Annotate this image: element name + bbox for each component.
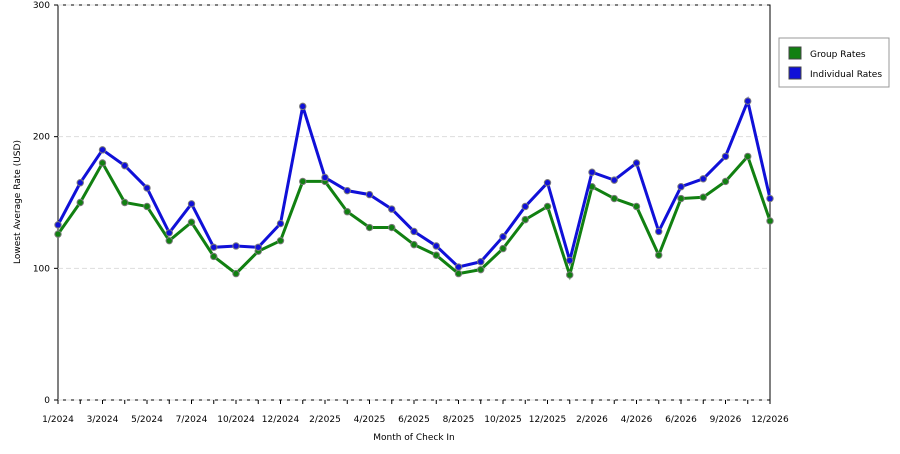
data-point — [699, 175, 707, 183]
x-tick-label: 9/2026 — [710, 415, 742, 425]
data-point — [187, 218, 196, 226]
data-point — [410, 227, 418, 236]
data-point — [388, 223, 396, 232]
data-point — [143, 202, 151, 211]
data-point — [566, 271, 574, 279]
data-point — [343, 208, 351, 216]
data-point — [76, 179, 84, 187]
data-point — [744, 97, 752, 105]
data-point — [187, 200, 196, 208]
data-point — [121, 161, 129, 170]
data-point — [721, 152, 730, 161]
data-point — [210, 252, 218, 261]
y-tick-label: 300 — [33, 1, 50, 11]
data-point — [365, 190, 374, 199]
data-point — [610, 176, 618, 184]
y-tick-label: 0 — [44, 396, 50, 406]
data-point — [98, 146, 107, 154]
x-tick-label: 8/2025 — [443, 415, 475, 425]
data-point — [165, 229, 173, 237]
data-point — [410, 240, 418, 249]
x-tick-label: 3/2024 — [87, 415, 119, 425]
legend-swatch — [788, 66, 802, 80]
data-point — [588, 168, 596, 176]
legend-swatch — [788, 46, 802, 60]
data-point — [499, 233, 507, 241]
data-point — [388, 205, 396, 213]
x-tick-label: 6/2026 — [665, 415, 697, 425]
data-point — [276, 219, 285, 228]
data-point — [521, 202, 529, 211]
data-point — [477, 258, 485, 266]
data-point — [543, 179, 552, 187]
x-tick-label: 10/2024 — [217, 415, 255, 425]
y-axis-label: Lowest Average Rate (USD) — [13, 140, 23, 264]
x-tick-label: 5/2024 — [131, 415, 163, 425]
data-point — [632, 202, 641, 211]
x-tick-label: 2/2025 — [309, 415, 341, 425]
data-point — [499, 244, 507, 253]
x-tick-label: 12/2025 — [529, 415, 566, 425]
x-tick-label: 4/2026 — [621, 415, 653, 425]
data-point — [321, 173, 329, 182]
data-point — [299, 102, 307, 111]
data-point — [566, 256, 574, 265]
data-point — [254, 243, 262, 251]
data-point — [343, 186, 351, 195]
data-point — [121, 198, 129, 207]
data-point — [143, 184, 151, 192]
legend-label: Group Rates — [810, 50, 866, 60]
data-point — [744, 152, 752, 161]
y-tick-label: 200 — [33, 133, 50, 143]
data-point — [677, 194, 685, 203]
data-point — [521, 215, 529, 224]
data-point — [276, 236, 285, 245]
data-point — [677, 183, 685, 191]
data-point — [632, 159, 641, 167]
data-point — [699, 193, 707, 201]
data-point — [232, 269, 240, 278]
data-point — [76, 198, 84, 207]
plot-area — [57, 4, 771, 401]
data-point — [610, 194, 618, 203]
x-tick-label: 12/2024 — [262, 415, 300, 425]
data-point — [365, 223, 374, 232]
x-tick-label: 2/2026 — [576, 415, 608, 425]
x-tick-label: 10/2025 — [484, 415, 521, 425]
x-tick-label: 7/2024 — [176, 415, 208, 425]
data-point — [655, 227, 663, 236]
data-point — [721, 177, 730, 186]
data-point — [165, 236, 173, 245]
data-point — [477, 265, 485, 274]
data-point — [655, 251, 663, 259]
data-point — [454, 269, 463, 278]
data-point — [766, 194, 774, 203]
x-tick-label: 1/2024 — [42, 415, 74, 425]
data-point — [766, 217, 774, 225]
data-point — [454, 263, 463, 271]
data-point — [232, 242, 240, 250]
data-point — [543, 202, 552, 211]
data-point — [432, 242, 440, 250]
data-point — [54, 221, 62, 229]
x-axis-label: Month of Check In — [373, 433, 455, 443]
data-point — [432, 251, 440, 259]
data-point — [299, 177, 307, 186]
legend-label: Individual Rates — [810, 70, 882, 80]
x-tick-label: 12/2026 — [751, 415, 789, 425]
x-tick-label: 4/2025 — [354, 415, 386, 425]
x-tick-label: 6/2025 — [398, 415, 430, 425]
data-point — [98, 159, 107, 167]
data-point — [210, 243, 218, 251]
data-point — [54, 230, 62, 238]
y-tick-label: 100 — [33, 264, 50, 274]
